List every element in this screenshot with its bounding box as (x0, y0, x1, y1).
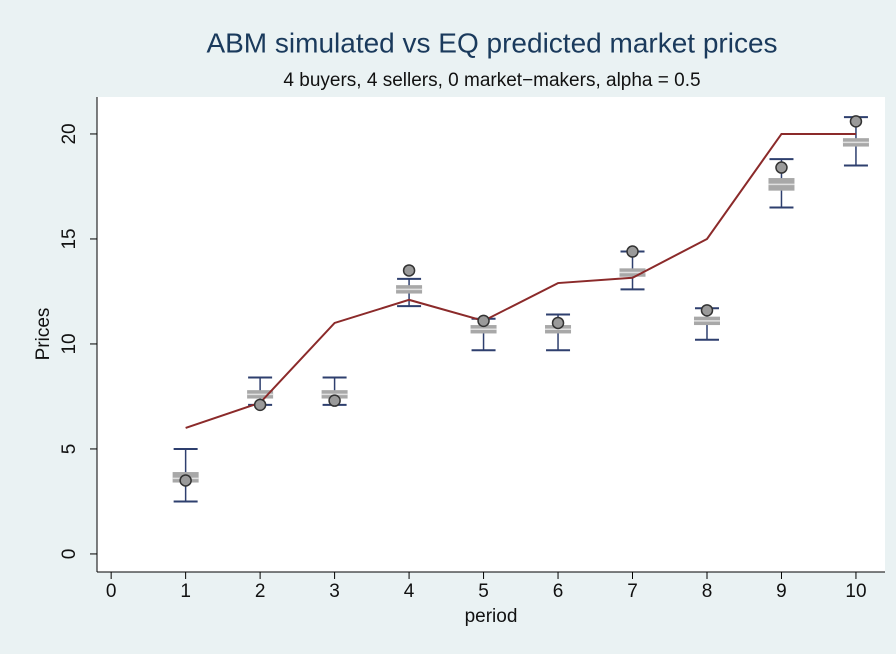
y-tick-label: 10 (59, 333, 80, 354)
x-tick-label: 8 (702, 581, 713, 602)
x-tick-label: 3 (329, 581, 340, 602)
x-tick-label: 2 (255, 581, 266, 602)
y-tick-label: 20 (59, 123, 80, 144)
point (626, 245, 639, 258)
x-tick-label: 10 (845, 581, 866, 602)
point (775, 161, 788, 174)
plot-area (97, 97, 885, 572)
y-axis-label: Prices (33, 308, 54, 361)
y-tick-label: 5 (59, 444, 80, 455)
point (179, 474, 192, 487)
eq-line (185, 132, 856, 429)
x-tick-label: 6 (553, 581, 564, 602)
point (402, 264, 416, 277)
y-tick-label: 0 (59, 549, 80, 560)
point (849, 115, 863, 128)
x-tick-label: 1 (180, 581, 191, 602)
point (700, 304, 714, 317)
point (551, 316, 565, 330)
point (253, 398, 267, 412)
point (328, 394, 341, 407)
x-tick-label: 0 (106, 581, 117, 602)
x-tick-label: 7 (627, 581, 638, 602)
chart-subtitle: 4 buyers, 4 sellers, 0 market−makers, al… (283, 70, 700, 91)
x-tick-label: 4 (404, 581, 415, 602)
x-axis-label: period (465, 606, 518, 627)
chart-title: ABM simulated vs EQ predicted market pri… (206, 27, 777, 58)
x-tick-label: 5 (478, 581, 489, 602)
x-tick-label: 9 (776, 581, 787, 602)
point (477, 314, 490, 328)
y-tick-label: 15 (59, 228, 80, 249)
